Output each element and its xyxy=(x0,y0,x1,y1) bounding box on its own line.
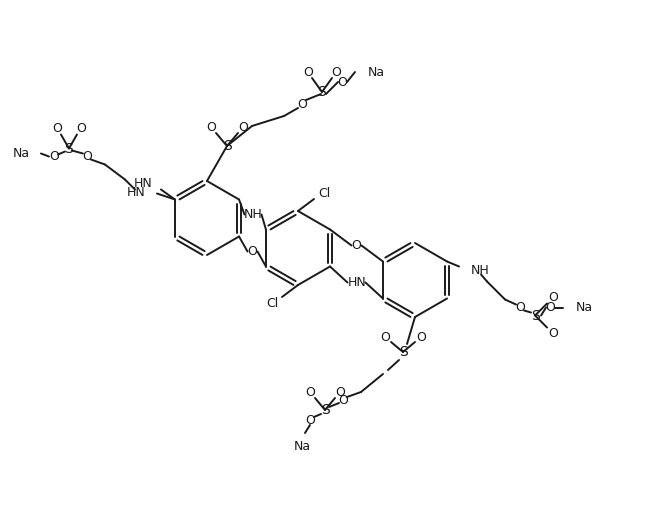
Text: Na: Na xyxy=(13,147,30,160)
Text: O: O xyxy=(52,122,62,135)
Text: Na: Na xyxy=(368,65,385,79)
Text: NH: NH xyxy=(471,264,490,277)
Text: O: O xyxy=(548,291,558,304)
Text: O: O xyxy=(416,331,426,343)
Text: S: S xyxy=(64,142,73,155)
Text: HN: HN xyxy=(127,186,146,199)
Text: Na: Na xyxy=(293,439,311,453)
Text: S: S xyxy=(399,345,407,359)
Text: O: O xyxy=(76,122,86,135)
Text: O: O xyxy=(338,393,348,406)
Text: O: O xyxy=(337,76,347,88)
Text: S: S xyxy=(317,85,326,99)
Text: S: S xyxy=(223,139,231,153)
Text: O: O xyxy=(548,327,558,340)
Text: S: S xyxy=(321,403,329,417)
Text: O: O xyxy=(305,385,315,399)
Text: O: O xyxy=(297,98,307,110)
Text: O: O xyxy=(335,385,345,399)
Text: O: O xyxy=(515,301,525,314)
Text: O: O xyxy=(380,331,390,343)
Text: Na: Na xyxy=(576,301,593,314)
Text: S: S xyxy=(531,309,539,322)
Text: Cl: Cl xyxy=(266,296,278,310)
Text: O: O xyxy=(238,121,248,133)
Text: O: O xyxy=(206,121,216,133)
Text: O: O xyxy=(545,301,555,314)
Text: Cl: Cl xyxy=(318,187,330,199)
Text: NH: NH xyxy=(244,208,263,221)
Text: O: O xyxy=(49,150,59,163)
Text: O: O xyxy=(248,245,258,258)
Text: O: O xyxy=(303,65,313,79)
Text: O: O xyxy=(82,150,92,163)
Text: HN: HN xyxy=(348,276,367,289)
Text: O: O xyxy=(352,239,362,252)
Text: HN: HN xyxy=(134,177,153,190)
Text: O: O xyxy=(305,413,315,427)
Text: O: O xyxy=(331,65,341,79)
